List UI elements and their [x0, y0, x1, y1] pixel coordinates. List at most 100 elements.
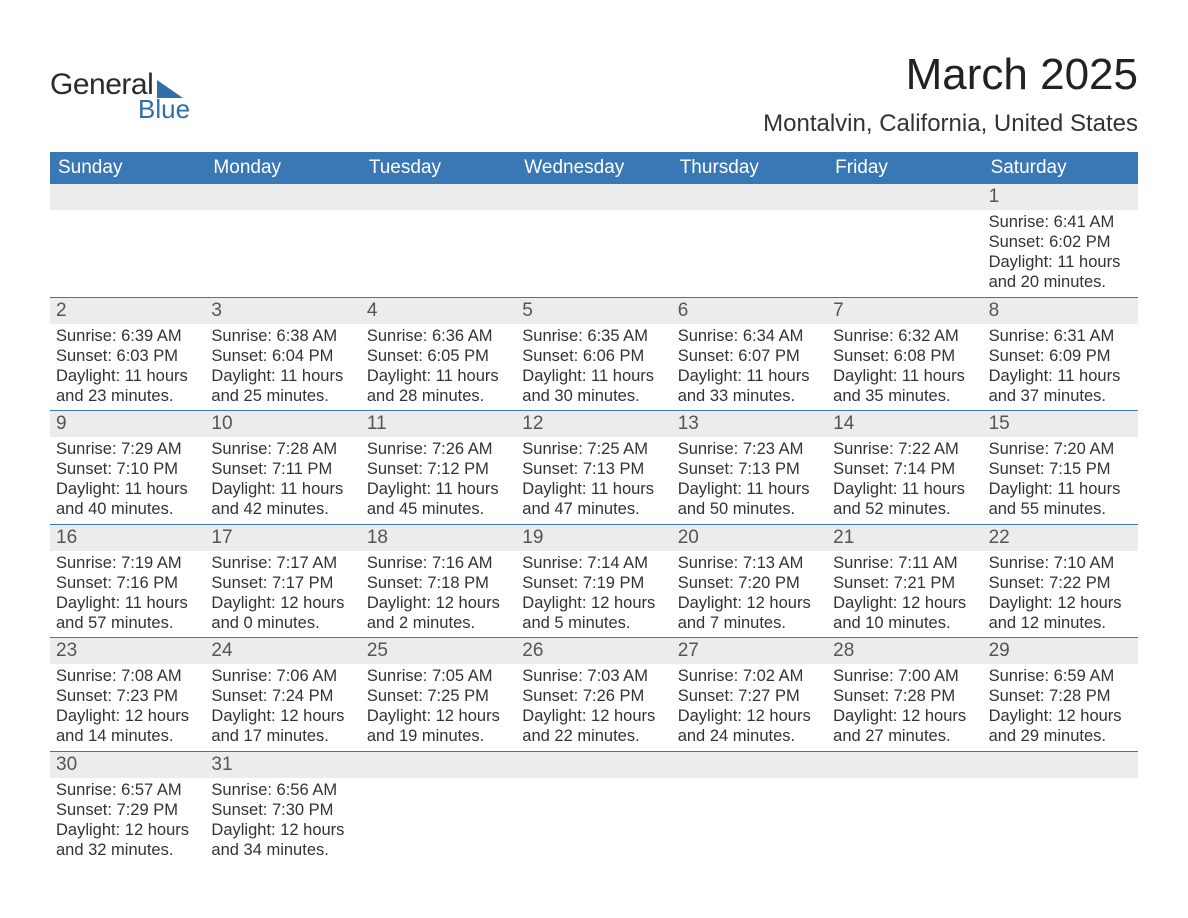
day-body — [827, 210, 982, 297]
day-body: Sunrise: 7:11 AMSunset: 7:21 PMDaylight:… — [827, 551, 982, 638]
day-number: 27 — [672, 638, 827, 664]
day-ss: Sunset: 7:25 PM — [367, 686, 512, 706]
day-sr: Sunrise: 7:25 AM — [522, 439, 667, 459]
day-body-row: Sunrise: 6:57 AMSunset: 7:29 PMDaylight:… — [50, 778, 1138, 865]
day-dl2: and 30 minutes. — [522, 386, 667, 406]
day-ss: Sunset: 7:19 PM — [522, 573, 667, 593]
day-number: 26 — [516, 638, 671, 664]
weekday-thu: Thursday — [672, 152, 827, 184]
day-dl1: Daylight: 11 hours — [367, 366, 512, 386]
day-sr: Sunrise: 6:36 AM — [367, 326, 512, 346]
day-dl1: Daylight: 11 hours — [56, 479, 201, 499]
day-dl2: and 19 minutes. — [367, 726, 512, 746]
day-sr: Sunrise: 7:23 AM — [678, 439, 823, 459]
weekday-sun: Sunday — [50, 152, 205, 184]
day-dl2: and 25 minutes. — [211, 386, 356, 406]
day-dl2: and 33 minutes. — [678, 386, 823, 406]
day-dl2: and 52 minutes. — [833, 499, 978, 519]
day-dl2: and 42 minutes. — [211, 499, 356, 519]
day-body-row: Sunrise: 7:29 AMSunset: 7:10 PMDaylight:… — [50, 437, 1138, 524]
day-dl2: and 23 minutes. — [56, 386, 201, 406]
day-number — [361, 184, 516, 210]
week-group: 9101112131415Sunrise: 7:29 AMSunset: 7:1… — [50, 410, 1138, 524]
day-ss: Sunset: 6:07 PM — [678, 346, 823, 366]
day-number: 11 — [361, 411, 516, 437]
day-sr: Sunrise: 7:10 AM — [989, 553, 1134, 573]
day-number: 19 — [516, 525, 671, 551]
day-dl1: Daylight: 12 hours — [56, 820, 201, 840]
day-number: 9 — [50, 411, 205, 437]
day-dl2: and 29 minutes. — [989, 726, 1134, 746]
day-sr: Sunrise: 7:19 AM — [56, 553, 201, 573]
day-dl2: and 22 minutes. — [522, 726, 667, 746]
day-ss: Sunset: 7:22 PM — [989, 573, 1134, 593]
day-dl1: Daylight: 11 hours — [522, 366, 667, 386]
day-ss: Sunset: 7:29 PM — [56, 800, 201, 820]
day-sr: Sunrise: 7:03 AM — [522, 666, 667, 686]
day-number: 30 — [50, 752, 205, 778]
day-dl1: Daylight: 12 hours — [211, 593, 356, 613]
day-ss: Sunset: 7:16 PM — [56, 573, 201, 593]
header: General Blue March 2025 Montalvin, Calif… — [50, 50, 1138, 138]
day-ss: Sunset: 7:15 PM — [989, 459, 1134, 479]
day-number: 20 — [672, 525, 827, 551]
day-number-row: 23242526272829 — [50, 638, 1138, 664]
day-dl2: and 27 minutes. — [833, 726, 978, 746]
day-ss: Sunset: 7:20 PM — [678, 573, 823, 593]
day-body: Sunrise: 6:39 AMSunset: 6:03 PMDaylight:… — [50, 324, 205, 411]
day-ss: Sunset: 7:10 PM — [56, 459, 201, 479]
day-sr: Sunrise: 6:38 AM — [211, 326, 356, 346]
day-sr: Sunrise: 7:20 AM — [989, 439, 1134, 459]
day-body: Sunrise: 6:36 AMSunset: 6:05 PMDaylight:… — [361, 324, 516, 411]
day-number: 13 — [672, 411, 827, 437]
day-ss: Sunset: 7:26 PM — [522, 686, 667, 706]
day-number-row: 16171819202122 — [50, 525, 1138, 551]
day-dl1: Daylight: 11 hours — [367, 479, 512, 499]
day-dl2: and 2 minutes. — [367, 613, 512, 633]
day-number — [672, 184, 827, 210]
calendar: Sunday Monday Tuesday Wednesday Thursday… — [50, 152, 1138, 864]
location-text: Montalvin, California, United States — [763, 110, 1138, 138]
day-dl2: and 0 minutes. — [211, 613, 356, 633]
weekday-tue: Tuesday — [361, 152, 516, 184]
day-body: Sunrise: 7:22 AMSunset: 7:14 PMDaylight:… — [827, 437, 982, 524]
day-number — [672, 752, 827, 778]
day-ss: Sunset: 7:21 PM — [833, 573, 978, 593]
day-ss: Sunset: 7:18 PM — [367, 573, 512, 593]
day-sr: Sunrise: 7:02 AM — [678, 666, 823, 686]
day-body — [361, 210, 516, 297]
day-number: 15 — [983, 411, 1138, 437]
day-ss: Sunset: 6:08 PM — [833, 346, 978, 366]
day-body: Sunrise: 7:29 AMSunset: 7:10 PMDaylight:… — [50, 437, 205, 524]
day-dl2: and 55 minutes. — [989, 499, 1134, 519]
day-number: 23 — [50, 638, 205, 664]
day-dl1: Daylight: 12 hours — [211, 706, 356, 726]
day-dl1: Daylight: 11 hours — [522, 479, 667, 499]
day-body: Sunrise: 7:06 AMSunset: 7:24 PMDaylight:… — [205, 664, 360, 751]
day-body: Sunrise: 6:41 AMSunset: 6:02 PMDaylight:… — [983, 210, 1138, 297]
day-ss: Sunset: 7:24 PM — [211, 686, 356, 706]
day-sr: Sunrise: 7:11 AM — [833, 553, 978, 573]
day-number-row: 2345678 — [50, 298, 1138, 324]
day-number: 16 — [50, 525, 205, 551]
day-body: Sunrise: 6:38 AMSunset: 6:04 PMDaylight:… — [205, 324, 360, 411]
day-body: Sunrise: 7:17 AMSunset: 7:17 PMDaylight:… — [205, 551, 360, 638]
day-sr: Sunrise: 7:22 AM — [833, 439, 978, 459]
day-sr: Sunrise: 6:31 AM — [989, 326, 1134, 346]
day-dl2: and 12 minutes. — [989, 613, 1134, 633]
day-body — [672, 778, 827, 865]
day-dl2: and 47 minutes. — [522, 499, 667, 519]
day-number — [50, 184, 205, 210]
day-body — [983, 778, 1138, 865]
day-body: Sunrise: 7:23 AMSunset: 7:13 PMDaylight:… — [672, 437, 827, 524]
day-dl2: and 5 minutes. — [522, 613, 667, 633]
day-dl1: Daylight: 12 hours — [211, 820, 356, 840]
day-dl2: and 17 minutes. — [211, 726, 356, 746]
day-sr: Sunrise: 7:08 AM — [56, 666, 201, 686]
week-group: 1Sunrise: 6:41 AMSunset: 6:02 PMDaylight… — [50, 184, 1138, 297]
day-dl1: Daylight: 11 hours — [211, 366, 356, 386]
day-dl1: Daylight: 11 hours — [833, 479, 978, 499]
day-sr: Sunrise: 6:39 AM — [56, 326, 201, 346]
day-number: 6 — [672, 298, 827, 324]
weekday-fri: Friday — [827, 152, 982, 184]
